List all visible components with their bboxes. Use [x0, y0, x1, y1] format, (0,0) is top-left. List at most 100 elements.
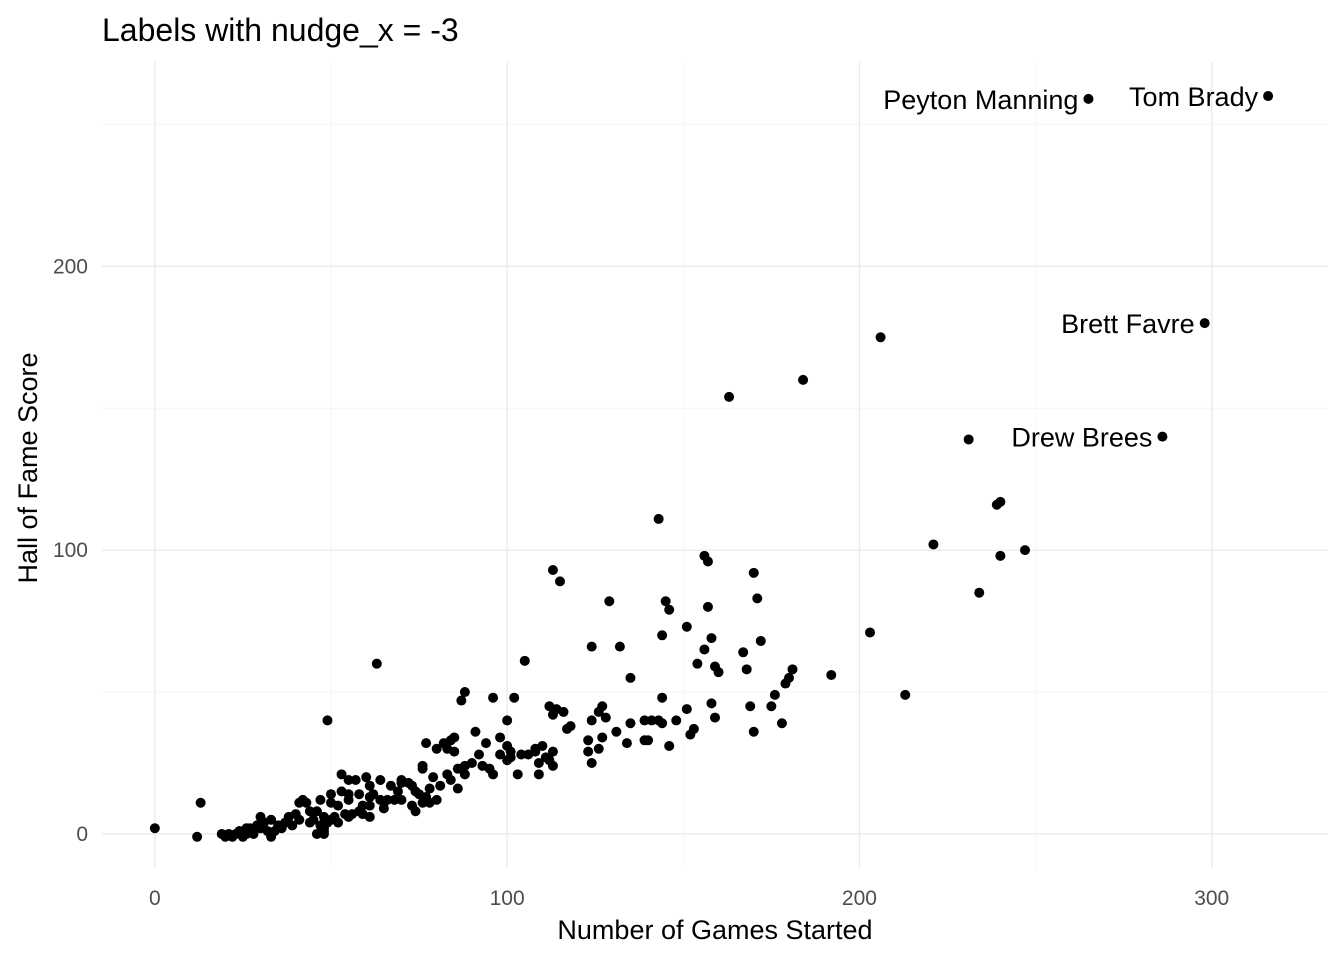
data-point: [769, 689, 780, 700]
data-point: [428, 772, 439, 783]
data-point: [336, 769, 347, 780]
data-point: [657, 630, 668, 641]
data-point: [255, 823, 266, 834]
data-point: [681, 704, 692, 715]
data-point: [928, 539, 939, 550]
data-point: [547, 746, 558, 757]
data-point: [266, 831, 277, 842]
data-point: [311, 806, 322, 817]
data-point: [600, 712, 611, 723]
data-point: [974, 587, 985, 598]
data-point: [385, 780, 396, 791]
data-point: [519, 655, 530, 666]
point-label: Brett Favre: [1061, 309, 1195, 339]
data-point: [452, 783, 463, 794]
data-point: [449, 732, 460, 743]
data-point: [502, 755, 513, 766]
data-point: [417, 760, 428, 771]
data-point: [424, 783, 435, 794]
y-tick-label: 100: [53, 539, 88, 562]
data-point: [681, 621, 692, 632]
data-point: [361, 772, 372, 783]
minor-gridlines: [102, 62, 1328, 868]
data-point: [459, 769, 470, 780]
data-point: [287, 820, 298, 831]
data-point: [216, 828, 227, 839]
data-point: [597, 732, 608, 743]
data-point: [699, 644, 710, 655]
data-point: [533, 757, 544, 768]
data-point: [530, 743, 541, 754]
data-point: [456, 695, 467, 706]
data-point: [558, 706, 569, 717]
data-point: [481, 738, 492, 749]
data-point: [357, 809, 368, 820]
data-point: [294, 797, 305, 808]
data-point: [192, 831, 203, 842]
data-point: [1020, 545, 1031, 556]
data-point: [625, 718, 636, 729]
data-point: [410, 806, 421, 817]
data-point: [523, 749, 534, 760]
data-point: [368, 789, 379, 800]
data-point: [343, 775, 354, 786]
data-point: [547, 709, 558, 720]
data-point: [776, 718, 787, 729]
data-point: [325, 797, 336, 808]
data-point: [586, 641, 597, 652]
data-point: [865, 627, 876, 638]
data-point: [995, 550, 1006, 561]
data-point: [315, 794, 326, 805]
point-label: Drew Brees: [1011, 423, 1152, 453]
data-point: [1199, 318, 1210, 329]
data-point: [621, 738, 632, 749]
data-point: [431, 743, 442, 754]
data-point: [322, 817, 333, 828]
data-point: [604, 596, 615, 607]
data-point: [392, 786, 403, 797]
data-point: [748, 726, 759, 737]
y-tick-label: 200: [53, 255, 88, 278]
data-point: [195, 797, 206, 808]
data-point: [149, 823, 160, 834]
data-point: [421, 738, 432, 749]
data-point: [593, 743, 604, 754]
data-point: [417, 797, 428, 808]
data-point: [991, 499, 1002, 510]
data-point: [593, 706, 604, 717]
data-point: [798, 374, 809, 385]
data-point: [900, 689, 911, 700]
data-point: [294, 814, 305, 825]
y-axis-title: Hall of Fame Score: [13, 352, 43, 583]
data-point: [710, 712, 720, 723]
data-point: [787, 664, 798, 675]
data-point: [755, 635, 766, 646]
data-point: [657, 692, 668, 703]
x-tick-label: 200: [842, 887, 877, 910]
data-point: [692, 658, 703, 669]
data-point: [646, 715, 657, 726]
data-point: [364, 800, 375, 811]
data-point: [459, 760, 470, 771]
data-point: [706, 698, 717, 709]
data-point: [611, 726, 622, 737]
data-point: [653, 513, 664, 524]
y-axis-ticks: 0 100 200: [53, 255, 88, 846]
data-point: [350, 775, 361, 786]
data-point: [431, 794, 442, 805]
data-point: [657, 718, 668, 729]
y-tick-label: 0: [76, 823, 88, 846]
point-label: Peyton Manning: [883, 85, 1078, 115]
data-point: [741, 664, 752, 675]
data-point: [702, 601, 713, 612]
data-point: [375, 775, 386, 786]
data-point: [1157, 431, 1168, 442]
data-point: [396, 794, 407, 805]
data-point: [562, 723, 573, 734]
data-point: [639, 715, 650, 726]
data-point: [614, 641, 625, 652]
data-point: [752, 593, 763, 604]
data-point: [329, 811, 340, 822]
x-tick-label: 100: [490, 887, 525, 910]
